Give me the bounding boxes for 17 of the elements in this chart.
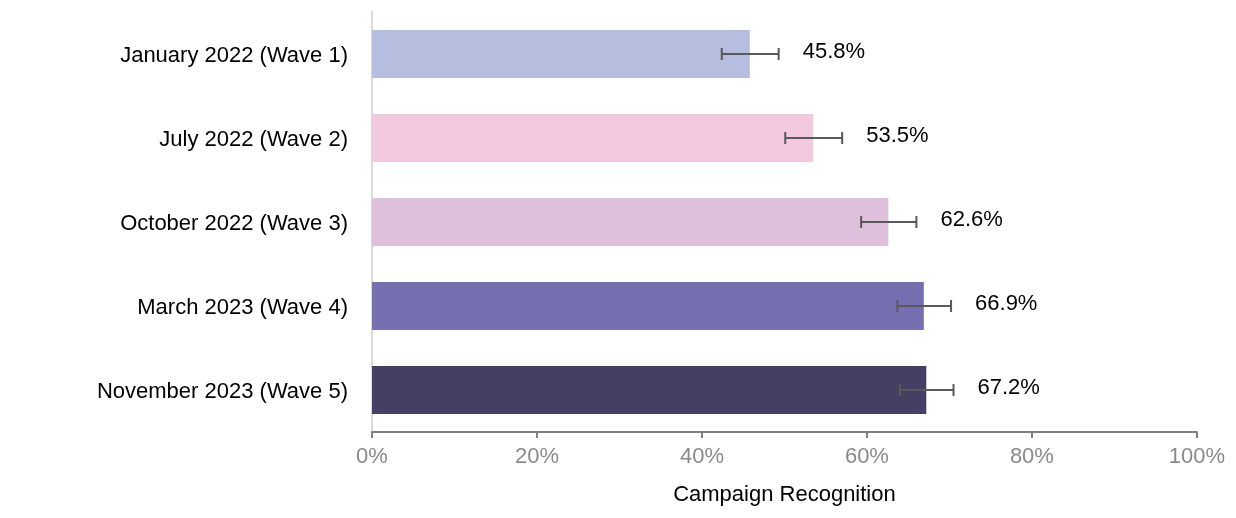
y-tick-label: July 2022 (Wave 2) bbox=[159, 125, 348, 151]
data-label: 53.5% bbox=[866, 121, 929, 147]
x-tick-label: 80% bbox=[1009, 442, 1054, 468]
x-tick-label: 0% bbox=[356, 442, 388, 468]
y-tick-label: March 2023 (Wave 4) bbox=[137, 293, 348, 319]
x-tick-label: 20% bbox=[514, 442, 559, 468]
y-tick-label: October 2022 (Wave 3) bbox=[120, 209, 348, 235]
x-tick-label: 100% bbox=[1168, 442, 1226, 468]
data-label: 66.9% bbox=[975, 289, 1038, 315]
y-tick-label: January 2022 (Wave 1) bbox=[120, 41, 348, 67]
data-label: 45.8% bbox=[802, 37, 866, 63]
x-axis-title: Campaign Recognition bbox=[673, 480, 896, 506]
y-tick-label: November 2023 (Wave 5) bbox=[96, 377, 348, 403]
data-label: 67.2% bbox=[977, 373, 1040, 399]
x-tick-label: 40% bbox=[679, 442, 724, 468]
x-tick-label: 60% bbox=[844, 442, 889, 468]
data-label: 62.6% bbox=[940, 205, 1003, 231]
